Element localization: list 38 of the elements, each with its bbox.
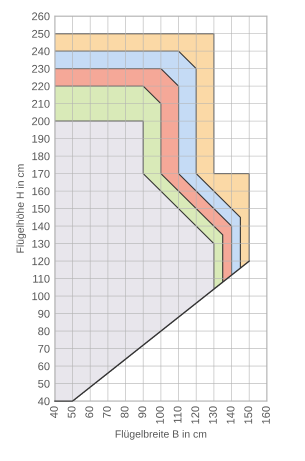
y-tick-label: 160 xyxy=(32,187,50,196)
x-axis-title: Flügelbreite B in cm xyxy=(116,430,206,440)
x-tick-label: 160 xyxy=(262,406,270,424)
y-axis-title: Flügelhöhe H in cm xyxy=(16,164,26,253)
y-tick-label: 70 xyxy=(38,344,50,353)
x-tick-label: 90 xyxy=(138,406,146,418)
x-tick-label: 130 xyxy=(208,406,217,424)
y-tick-label: 170 xyxy=(32,170,50,178)
y-tick-label: 60 xyxy=(38,362,50,370)
y-tick-label: 50 xyxy=(38,380,50,388)
y-tick-label: 230 xyxy=(32,64,50,73)
y-tick-label: 250 xyxy=(32,30,50,38)
x-tick-label: 100 xyxy=(156,406,164,424)
x-tick-label: 60 xyxy=(85,406,94,418)
x-tick-label: 140 xyxy=(226,406,235,424)
y-tick-label: 130 xyxy=(32,240,50,248)
x-tick-label: 120 xyxy=(191,406,200,424)
y-tick-label: 210 xyxy=(32,100,50,108)
y-tick-label: 150 xyxy=(32,204,50,213)
x-tick-label: 110 xyxy=(174,406,182,423)
y-tick-label: 200 xyxy=(32,117,50,126)
y-tick-label: 120 xyxy=(32,257,50,266)
y-tick-label: 40 xyxy=(38,397,50,406)
x-tick-label: 70 xyxy=(103,406,111,418)
x-tick-label: 150 xyxy=(244,406,252,424)
y-tick-label: 180 xyxy=(32,152,50,160)
y-tick-label: 110 xyxy=(33,274,50,283)
x-tick-label: 50 xyxy=(68,406,76,418)
y-tick-label: 100 xyxy=(32,292,50,300)
y-tick-label: 220 xyxy=(32,82,50,90)
y-tick-label: 140 xyxy=(32,222,50,230)
y-tick-label: 80 xyxy=(38,327,50,336)
x-tick-label: 40 xyxy=(50,406,58,418)
y-tick-label: 260 xyxy=(32,12,50,20)
y-tick-label: 90 xyxy=(38,310,50,318)
x-tick-label: 80 xyxy=(120,406,129,418)
y-tick-label: 240 xyxy=(32,47,50,56)
y-tick-label: 190 xyxy=(32,134,50,143)
